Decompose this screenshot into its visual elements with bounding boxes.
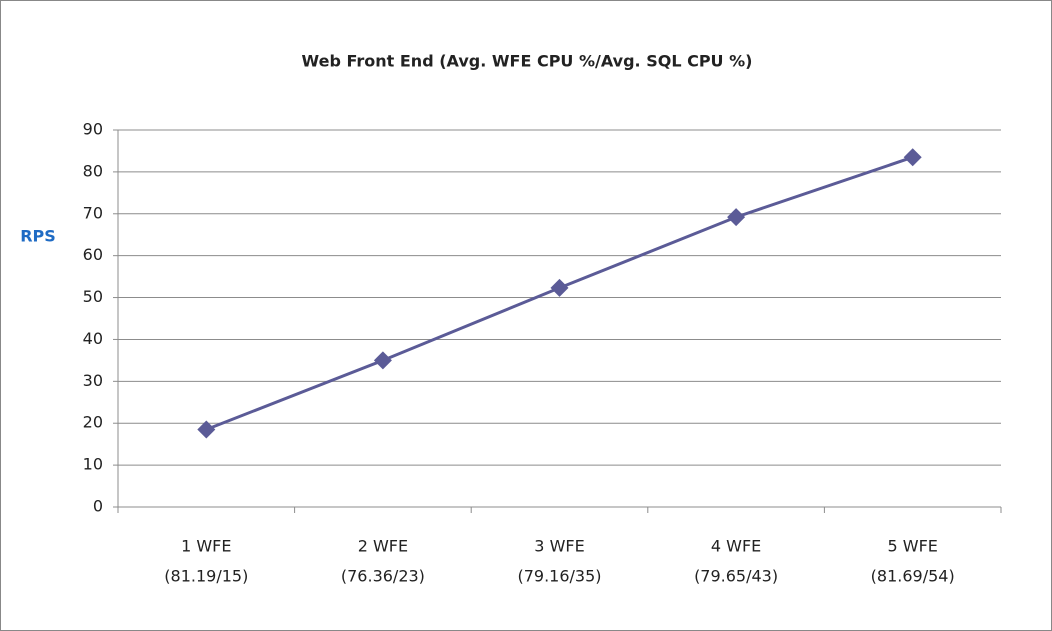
y-axis-label: RPS: [20, 227, 56, 246]
x-tick-label: 5 WFE: [887, 537, 937, 556]
y-tick-label: 90: [83, 120, 103, 139]
y-tick-label: 30: [83, 371, 103, 390]
marker: [727, 208, 746, 227]
x-tick-label: 2 WFE: [358, 537, 408, 556]
y-tick-label: 60: [83, 245, 103, 264]
x-tick-label: (81.19/15): [164, 567, 248, 586]
x-tick-label: 3 WFE: [534, 537, 584, 556]
y-tick-label: 50: [83, 287, 103, 306]
x-tick-label: 1 WFE: [181, 537, 231, 556]
marker: [197, 420, 216, 439]
marker: [373, 351, 392, 370]
x-tick-label: (81.69/54): [871, 567, 955, 586]
x-tick-label: (76.36/23): [341, 567, 425, 586]
marker: [550, 278, 569, 297]
marker: [903, 148, 922, 167]
x-tick-label: (79.16/35): [517, 567, 601, 586]
y-tick-label: 80: [83, 161, 103, 180]
chart-title: Web Front End (Avg. WFE CPU %/Avg. SQL C…: [302, 52, 753, 71]
x-tick-label: (79.65/43): [694, 567, 778, 586]
y-tick-label: 20: [83, 413, 103, 432]
x-tick-label: 4 WFE: [711, 537, 761, 556]
y-tick-label: 0: [93, 497, 103, 516]
y-tick-label: 40: [83, 329, 103, 348]
y-tick-label: 10: [83, 455, 103, 474]
y-tick-label: 70: [83, 203, 103, 222]
